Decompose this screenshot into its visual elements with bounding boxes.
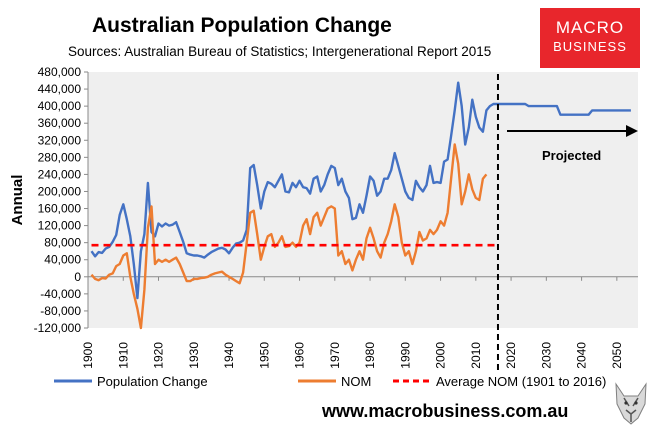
y-tick-label: 240,000: [38, 167, 82, 181]
plot-area: [88, 72, 638, 328]
y-tick-label: 440,000: [38, 82, 82, 96]
footer-url: www.macrobusiness.com.au: [322, 401, 569, 421]
x-tick-label: 2040: [575, 342, 589, 369]
y-tick-label: 0: [74, 270, 81, 284]
y-tick-label: 480,000: [38, 65, 82, 79]
legend-label-nom: NOM: [341, 374, 371, 389]
x-tick-label: 2000: [434, 342, 448, 369]
x-tick-label: 2020: [504, 342, 518, 369]
x-tick-label: 2010: [469, 342, 483, 369]
macro-business-logo: MACRO BUSINESS: [540, 8, 640, 68]
x-tick-label: 1950: [257, 342, 271, 369]
x-tick-label: 1940: [222, 342, 236, 369]
chart-subtitle: Sources: Australian Bureau of Statistics…: [68, 44, 492, 59]
x-tick-label: 2050: [610, 342, 624, 369]
y-tick-label: 200,000: [38, 184, 82, 198]
y-tick-label: -120,000: [34, 321, 82, 335]
x-tick-label: 1960: [293, 342, 307, 369]
y-axis: 480,000 440,000 400,000 360,000 320,000 280,0…: [34, 65, 89, 335]
series-line-population-change: [90, 81, 631, 300]
y-axis-title: Annual: [9, 175, 26, 226]
y-tick-label: 160,000: [38, 202, 82, 216]
logo-line-1: MACRO: [555, 18, 625, 37]
y-tick-label: 360,000: [38, 116, 82, 130]
y-tick-label: 400,000: [38, 99, 82, 113]
logo-line-2: BUSINESS: [553, 39, 627, 54]
y-tick-label: 280,000: [38, 150, 82, 164]
y-tick-label: 40,000: [44, 253, 81, 267]
x-tick-label: 1930: [187, 342, 201, 369]
legend-label-population-change: Population Change: [97, 374, 208, 389]
y-tick-label: 120,000: [38, 219, 82, 233]
x-tick-label: 1970: [328, 342, 342, 369]
y-tick-label: 80,000: [44, 236, 81, 250]
projection-arrowhead: [626, 125, 638, 137]
x-tick-label: 1920: [152, 342, 166, 369]
y-tick-label: 320,000: [38, 133, 82, 147]
projected-label: Projected: [542, 148, 601, 163]
x-tick-label: 1980: [363, 342, 377, 369]
fox-mascot-icon: [615, 382, 647, 425]
series-layer: [90, 81, 631, 330]
legend: Population Change NOM Average NOM (1901 to…: [54, 374, 606, 389]
x-tick-label: 2030: [539, 342, 553, 369]
x-tick-label: 1900: [81, 342, 95, 369]
x-tick-label: 1910: [116, 342, 130, 369]
x-tick-label: 1990: [398, 342, 412, 369]
y-tick-label: -40,000: [40, 287, 81, 301]
chart-title: Australian Population Change: [92, 14, 392, 37]
x-axis: 1900 1910 1920 1930 1940 1950 1960 1970 1980 1990…: [81, 276, 638, 369]
y-tick-label: -80,000: [40, 304, 81, 318]
legend-label-average-nom-1901-to-2016: Average NOM (1901 to 2016): [436, 374, 606, 389]
